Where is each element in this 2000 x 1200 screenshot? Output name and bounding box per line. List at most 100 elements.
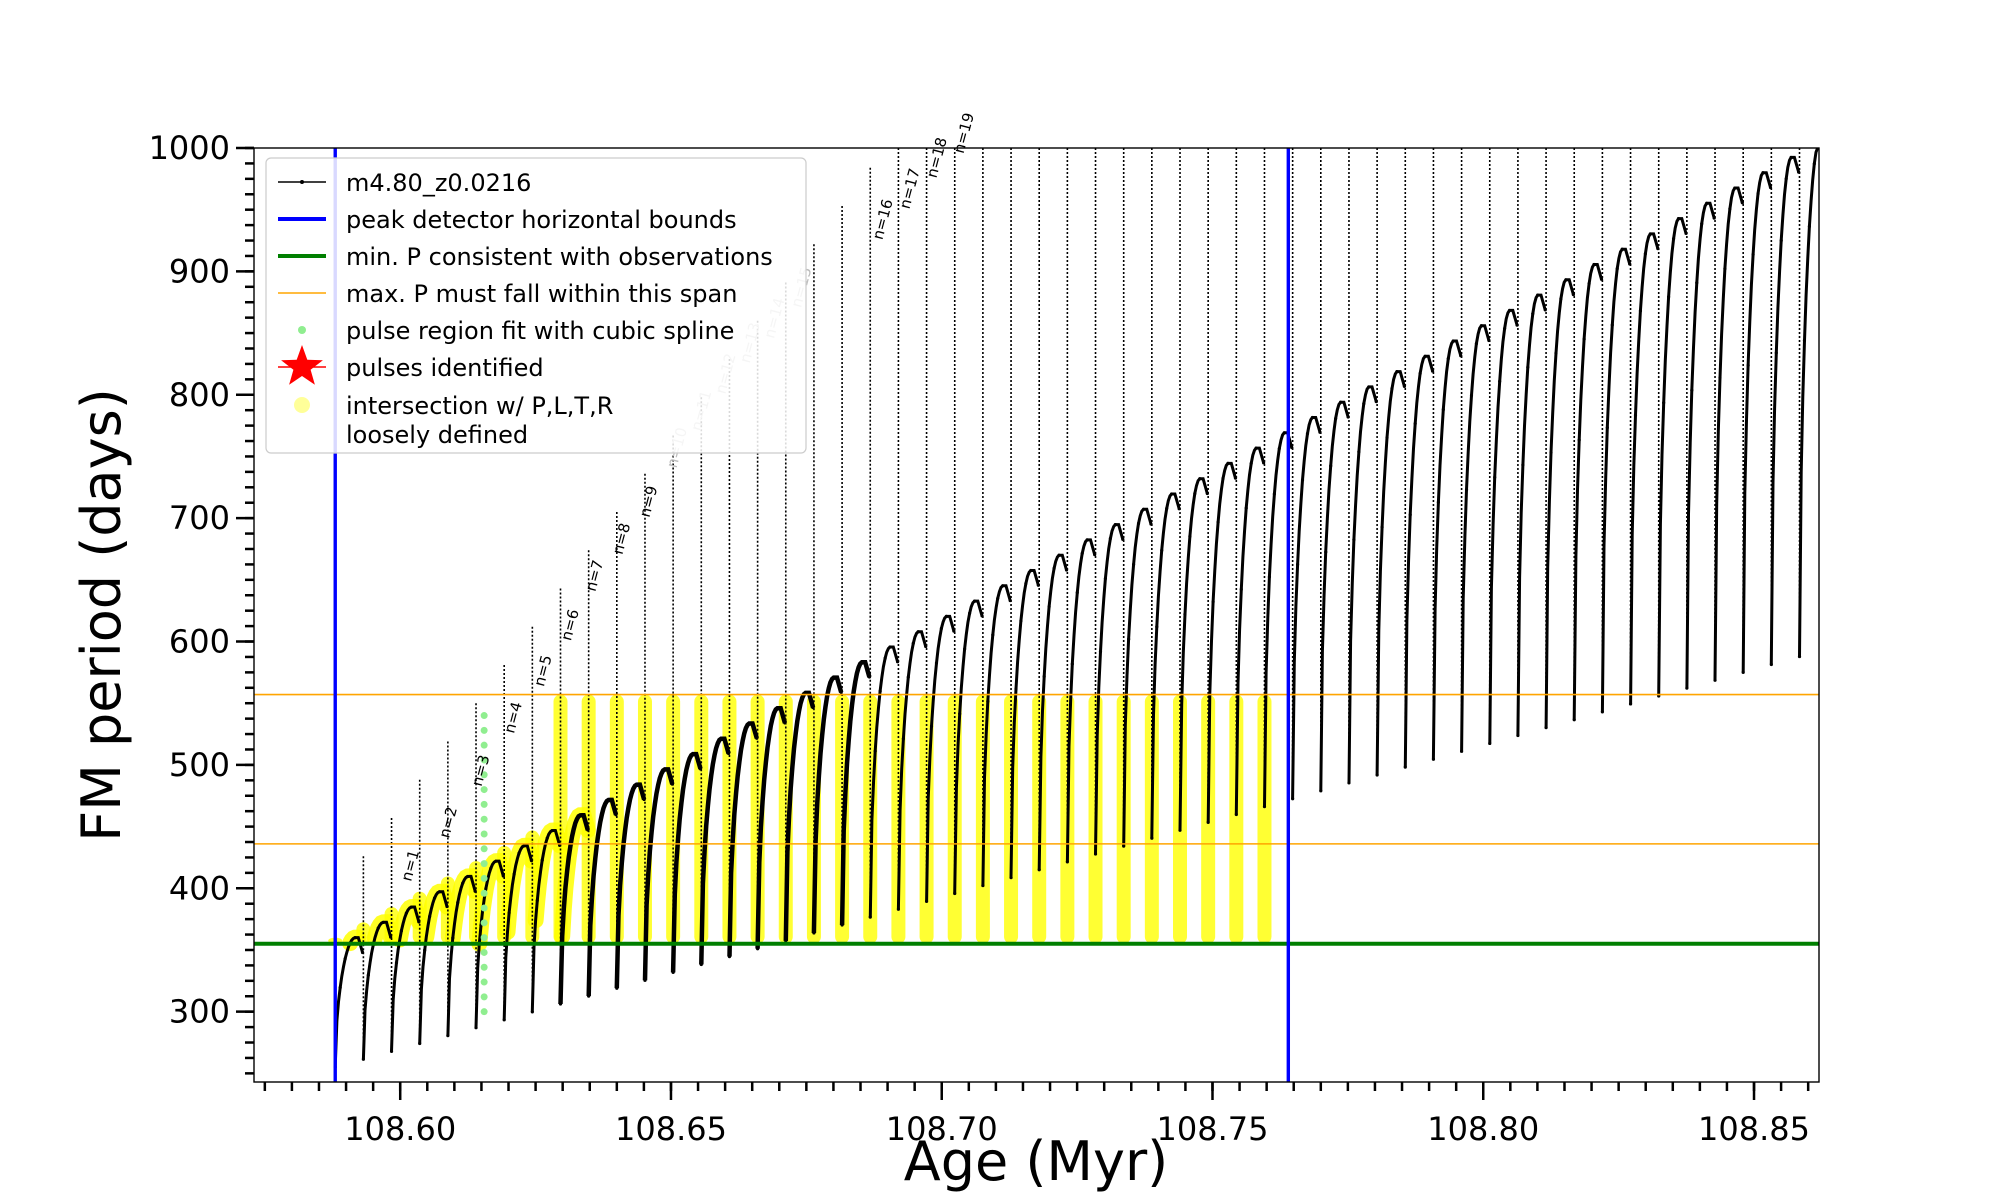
plot-frame bbox=[253, 147, 1820, 1083]
pulse-point bbox=[1170, 492, 1174, 496]
pulse-point bbox=[1108, 536, 1112, 541]
spline-point bbox=[480, 830, 488, 838]
pulse-point bbox=[1249, 461, 1253, 466]
pulse-point bbox=[507, 911, 511, 915]
pulse-point bbox=[1367, 385, 1371, 389]
pulse-point bbox=[1610, 323, 1614, 327]
legend-item-maxp: max. P must fall within this span bbox=[278, 280, 737, 308]
spline-point bbox=[480, 815, 488, 823]
pulse-point bbox=[817, 774, 821, 778]
pulse-point bbox=[1853, 146, 1856, 149]
pulse-point bbox=[953, 891, 957, 896]
pulse-point bbox=[1338, 400, 1343, 404]
pulse-point bbox=[1272, 492, 1276, 496]
legend-swatch-dot bbox=[300, 180, 304, 184]
pulse-point bbox=[1718, 376, 1722, 380]
legend-item-pulses: pulses identified bbox=[278, 345, 544, 385]
pulse-point bbox=[630, 791, 634, 795]
spline-point bbox=[480, 800, 488, 808]
legend-label: min. P consistent with observations bbox=[346, 243, 773, 271]
y-tick-label: 300 bbox=[169, 993, 230, 1031]
pulse-point bbox=[704, 824, 708, 828]
pulse-point bbox=[535, 898, 539, 903]
spline-point bbox=[480, 771, 488, 779]
pulse-point bbox=[1751, 252, 1755, 257]
pulse-curve bbox=[1713, 186, 1744, 681]
spline-point bbox=[480, 919, 488, 927]
pulse-point bbox=[1531, 312, 1535, 316]
pulse-point bbox=[906, 675, 910, 679]
y-tick-label: 700 bbox=[169, 499, 230, 537]
pulse-point bbox=[784, 939, 788, 943]
pulse-point bbox=[812, 931, 816, 935]
x-tick-label: 108.85 bbox=[1698, 1110, 1810, 1148]
pulse-point bbox=[404, 911, 408, 915]
pulse-point bbox=[587, 994, 591, 998]
pulse-curve bbox=[1600, 247, 1632, 712]
pulse-point bbox=[888, 645, 892, 649]
loosely-defined-segment bbox=[1257, 694, 1272, 944]
pulse-point bbox=[883, 656, 887, 660]
pulse-point bbox=[601, 806, 606, 810]
pulse-point bbox=[394, 961, 399, 965]
x-tick-label: 108.65 bbox=[615, 1110, 727, 1148]
pulse-point bbox=[732, 811, 737, 815]
y-tick-label: 600 bbox=[169, 623, 230, 661]
pulse-point bbox=[944, 614, 948, 618]
pulse-point bbox=[494, 859, 498, 863]
pulse-point bbox=[1769, 662, 1773, 667]
pulse-point bbox=[1057, 553, 1061, 557]
pulse-point bbox=[1324, 550, 1328, 554]
pulse-point bbox=[1080, 551, 1084, 556]
pulse-point bbox=[1193, 491, 1197, 496]
pulse-point bbox=[1615, 267, 1619, 271]
pulse-point bbox=[1357, 450, 1361, 454]
pulse-point bbox=[1431, 757, 1436, 761]
pulse-curve bbox=[1431, 339, 1463, 760]
pulse-point bbox=[1334, 416, 1338, 421]
pulse-point bbox=[686, 761, 690, 765]
pulse-curve bbox=[1403, 354, 1435, 768]
pulse-point bbox=[1841, 147, 1844, 150]
pulse-point bbox=[719, 737, 723, 741]
pulse-point bbox=[423, 948, 427, 952]
pulse-point bbox=[845, 761, 849, 766]
pulse-point bbox=[1291, 797, 1295, 801]
pulse-curve bbox=[1460, 324, 1491, 752]
pulse-curve bbox=[1516, 293, 1547, 736]
pulse-point bbox=[1756, 192, 1760, 196]
pulse-curve bbox=[1629, 232, 1660, 705]
pulse-point bbox=[855, 671, 859, 675]
pulse-point bbox=[1746, 363, 1750, 367]
pulse-point bbox=[827, 686, 831, 690]
pulse-point bbox=[1430, 369, 1435, 373]
legend-swatch bbox=[294, 397, 310, 413]
pulse-point bbox=[1836, 211, 1839, 214]
pulse-point bbox=[1042, 674, 1046, 679]
pulse-point bbox=[1319, 789, 1323, 793]
spline-point bbox=[480, 934, 488, 942]
pulse-point bbox=[1774, 351, 1778, 355]
pulse-curve bbox=[1685, 201, 1716, 689]
pulse-point bbox=[929, 724, 934, 728]
pulse-point bbox=[832, 675, 836, 680]
pulse-point bbox=[1577, 438, 1581, 442]
pulse-point bbox=[868, 915, 872, 919]
pulse-point bbox=[1648, 232, 1652, 236]
pulse-point bbox=[896, 907, 901, 911]
pulse-point bbox=[399, 929, 404, 933]
pulse-point bbox=[799, 701, 803, 705]
pulse-point bbox=[794, 731, 798, 736]
pulse-curve bbox=[1488, 308, 1519, 744]
pulse-point bbox=[981, 883, 985, 888]
pulse-point bbox=[1451, 339, 1455, 343]
pulse-point bbox=[489, 866, 493, 870]
pulse-curve bbox=[1375, 370, 1406, 776]
pulse-point bbox=[1582, 337, 1586, 341]
pulse-point bbox=[568, 844, 572, 848]
pulse-number-label: n=18 bbox=[923, 135, 951, 179]
pulse-point bbox=[1216, 520, 1220, 524]
pulse-point bbox=[958, 712, 962, 716]
pulse-point bbox=[1493, 475, 1497, 479]
pulse-point bbox=[1300, 478, 1305, 482]
